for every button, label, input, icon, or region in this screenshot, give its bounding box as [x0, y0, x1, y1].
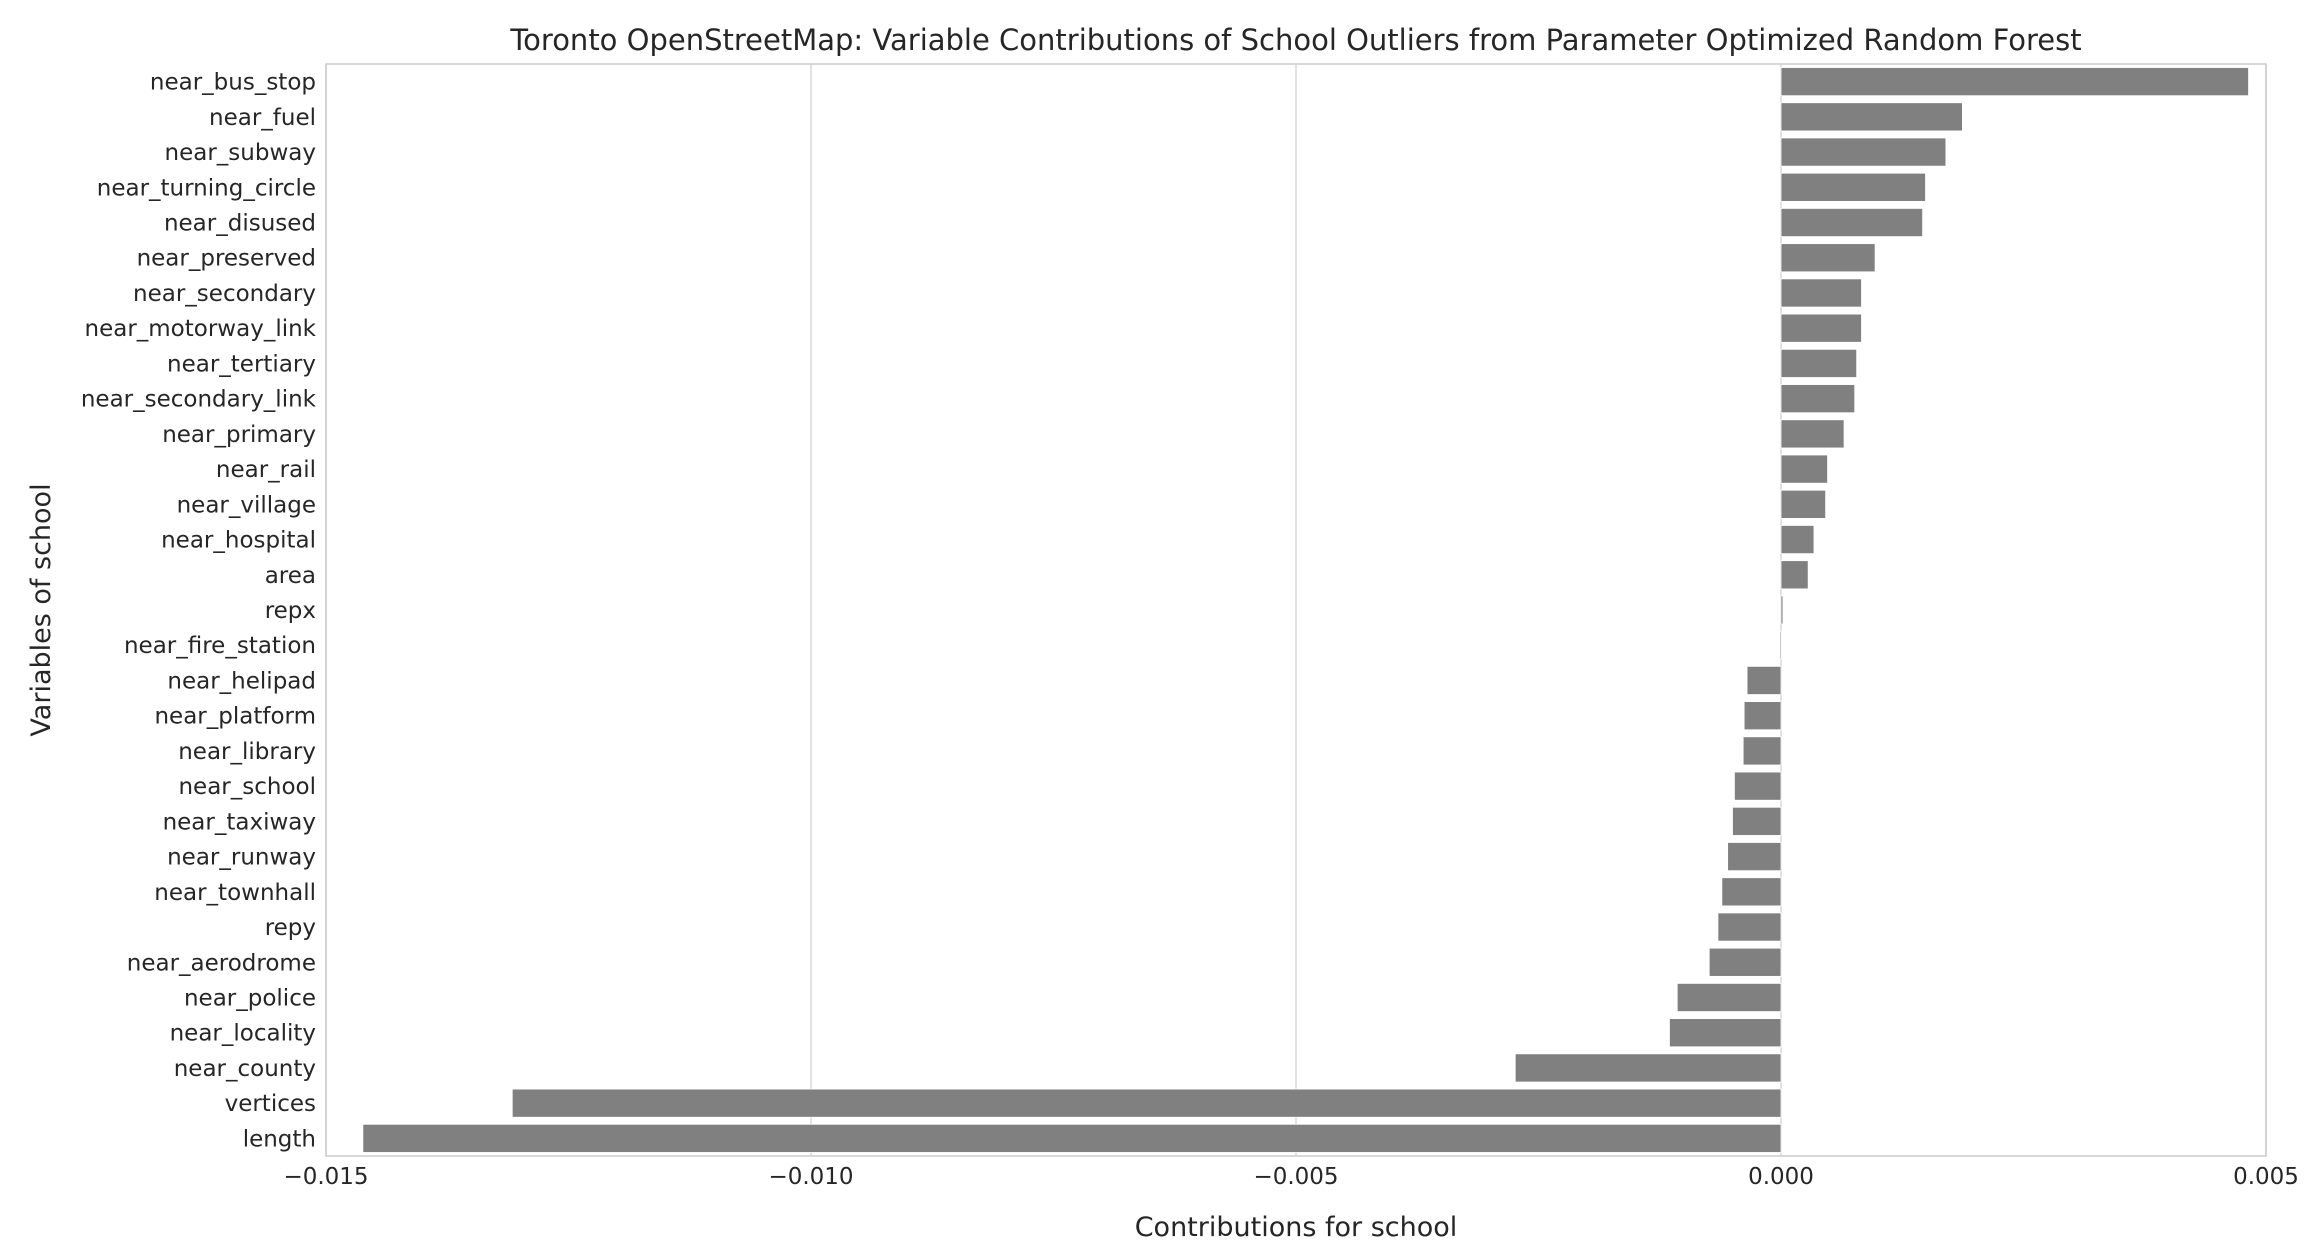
bar-near-platform [1743, 701, 1782, 731]
bar-near-townhall [1721, 877, 1782, 907]
y-tick-label: near_hospital [161, 528, 316, 554]
bar-near-subway [1780, 137, 1947, 167]
bar-near-turning-circle [1780, 172, 1926, 202]
bar-near-library [1742, 736, 1782, 766]
y-tick-label: near_fire_station [124, 633, 316, 659]
bar-length [362, 1123, 1782, 1153]
x-tick-label: −0.015 [283, 1164, 368, 1190]
grid-lines [325, 64, 2267, 1156]
y-tick-label: near_fuel [209, 105, 316, 131]
y-tick-label: length [243, 1126, 316, 1152]
y-tick-label: near_platform [154, 704, 316, 730]
bar-near-school [1734, 771, 1782, 801]
bar-repy [1717, 912, 1782, 942]
y-tick-label: near_helipad [167, 668, 316, 694]
bar-near-aerodrome [1708, 947, 1782, 977]
y-tick-label: near_subway [165, 140, 316, 166]
y-tick-label: near_bus_stop [150, 70, 316, 96]
y-tick-label: near_disused [164, 211, 316, 237]
bar-vertices [511, 1088, 1782, 1118]
bar-near-police [1676, 982, 1782, 1012]
y-tick-label: vertices [225, 1091, 316, 1117]
y-tick-label: near_turning_circle [97, 175, 316, 201]
bar-near-preserved [1780, 243, 1876, 273]
y-tick-label: near_preserved [137, 246, 316, 272]
bar-near-bus-stop [1780, 67, 2249, 97]
bar-near-motorway-link [1780, 313, 1862, 343]
y-tick-label: near_school [178, 774, 316, 800]
x-tick-label: −0.005 [1253, 1164, 1338, 1190]
y-tick-label: near_taxiway [163, 809, 316, 835]
bar-near-county [1514, 1053, 1782, 1083]
bar-near-disused [1780, 208, 1924, 238]
bar-near-fire-station [1779, 630, 1782, 660]
y-tick-label: near_rail [216, 457, 316, 483]
y-tick-label: near_aerodrome [127, 950, 316, 976]
bar-near-rail [1780, 454, 1828, 484]
bar-near-secondary-link [1780, 384, 1856, 414]
y-tick-label: near_motorway_link [85, 316, 317, 342]
x-tick-label: 0.000 [1748, 1164, 1814, 1190]
bars [362, 67, 2249, 1153]
bar-near-tertiary [1780, 348, 1858, 378]
y-tick-label: near_library [178, 739, 316, 765]
bar-near-hospital [1780, 525, 1815, 555]
x-tick-label: 0.005 [2233, 1164, 2299, 1190]
y-axis-label: Variables of school [26, 483, 57, 736]
bar-near-primary [1780, 419, 1845, 449]
y-tick-label: near_primary [162, 422, 316, 448]
x-axis-label: Contributions for school [1135, 1212, 1458, 1243]
bar-near-village [1780, 489, 1827, 519]
bar-near-fuel [1780, 102, 1963, 132]
plot-frame [325, 63, 2267, 1157]
x-tick-label: −0.010 [768, 1164, 853, 1190]
bar-near-secondary [1780, 278, 1862, 308]
bar-near-helipad [1746, 665, 1782, 695]
y-tick-labels: near_bus_stop near_fuel near_subway near_tu… [81, 70, 317, 1153]
y-tick-label: near_townhall [154, 880, 316, 906]
chart-title: Toronto OpenStreetMap: Variable Contribu… [509, 23, 2081, 57]
y-tick-label: near_secondary_link [81, 387, 317, 413]
bar-repx [1780, 595, 1784, 625]
bar-near-locality [1669, 1018, 1782, 1048]
bar-area [1780, 560, 1809, 590]
y-tick-label: repy [265, 915, 316, 941]
y-tick-label: repx [265, 598, 316, 624]
bar-near-taxiway [1732, 806, 1782, 836]
y-tick-label: near_locality [170, 1021, 316, 1047]
x-tick-labels: −0.015 −0.010 −0.005 0.000 0.005 [283, 1164, 2298, 1190]
y-tick-label: near_village [177, 492, 316, 518]
bar-near-runway [1727, 842, 1782, 872]
y-tick-label: near_county [174, 1056, 316, 1082]
y-tick-label: near_secondary [133, 281, 316, 307]
y-tick-label: near_runway [167, 845, 316, 871]
y-tick-label: area [265, 563, 316, 589]
y-tick-label: near_tertiary [167, 351, 316, 377]
y-tick-label: near_police [184, 985, 316, 1011]
